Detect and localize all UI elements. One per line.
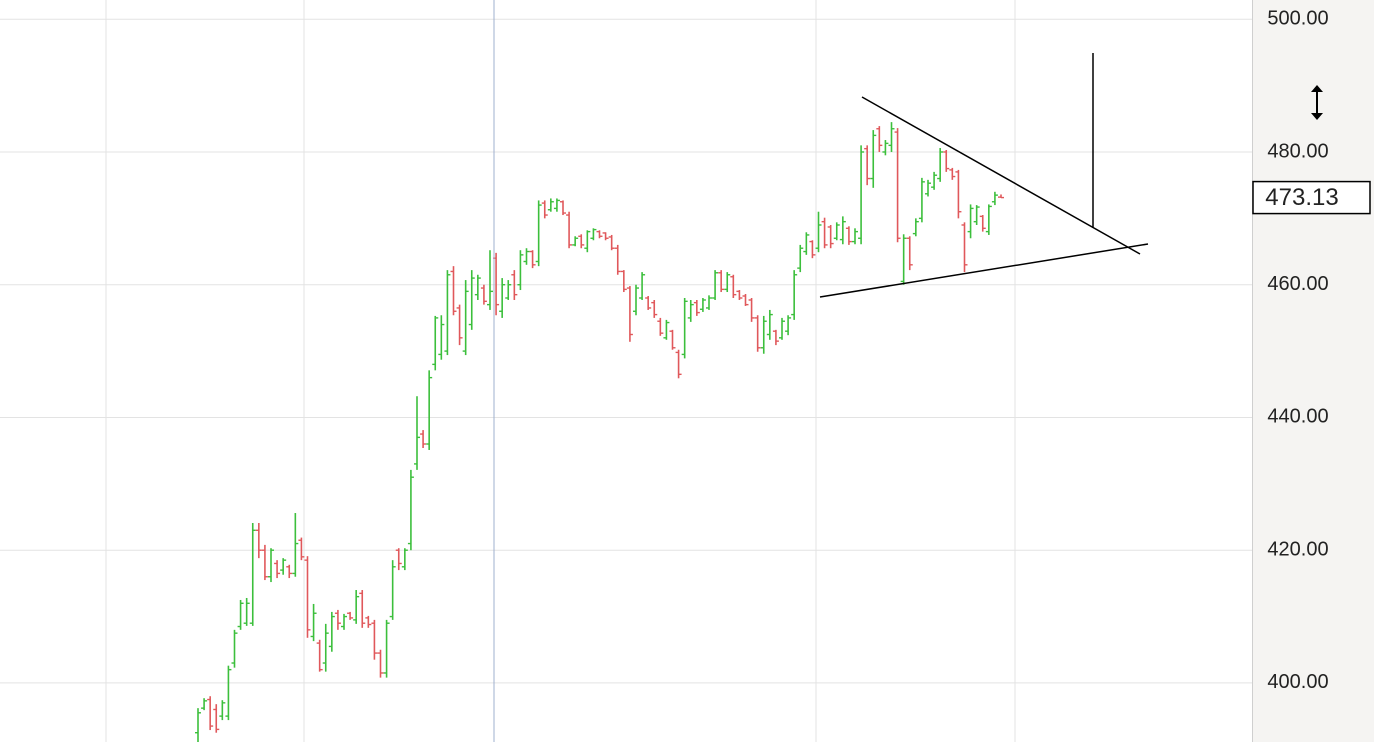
last-price-box [1252, 180, 1371, 215]
trendline-upper [861, 96, 1141, 255]
resize-icon[interactable] [1311, 85, 1323, 120]
y-tick-label: 440.00 [1267, 406, 1328, 428]
last-price: 473.13 [1265, 184, 1338, 211]
y-tick-label: 420.00 [1267, 538, 1328, 560]
y-tick-label: 400.00 [1267, 671, 1328, 693]
grid [0, 0, 1252, 742]
axis-panel [1252, 0, 1374, 742]
icon-heads [1311, 85, 1323, 120]
bars [195, 122, 1004, 742]
trendline-lower [819, 243, 1149, 298]
y-tick-label: 460.00 [1267, 273, 1328, 295]
y-tick-label: 480.00 [1267, 140, 1328, 162]
y-tick-label: 500.00 [1267, 8, 1328, 30]
